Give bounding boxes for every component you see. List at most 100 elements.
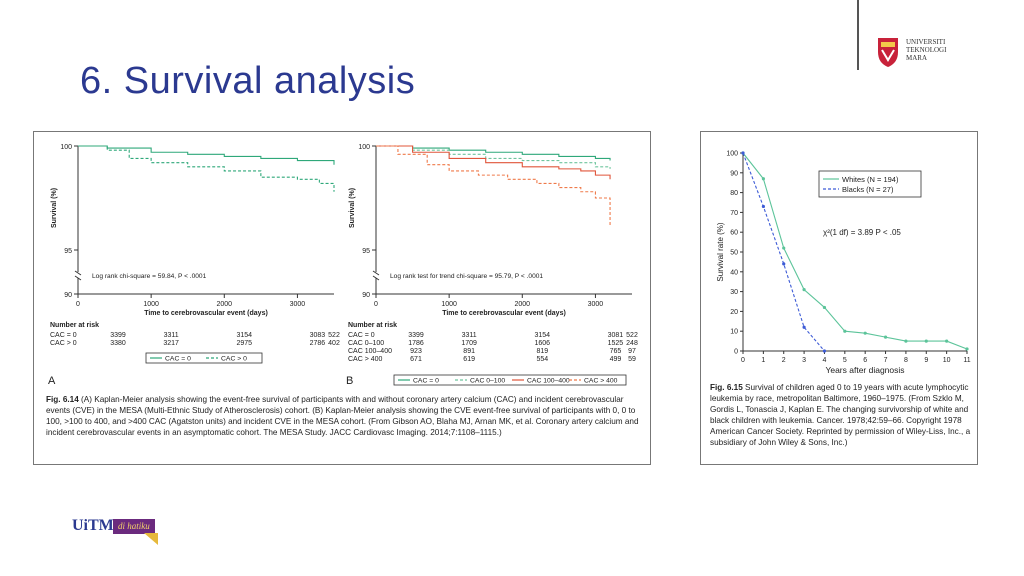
risk-table-title: Number at risk: [348, 322, 397, 329]
x-tick-label: 7: [884, 357, 888, 364]
series-line-1: [78, 145, 335, 165]
data-point: [822, 305, 827, 310]
data-point: [761, 177, 765, 181]
figure-6-14-caption: Fig. 6.14 (A) Kaplan-Meier analysis show…: [46, 395, 639, 437]
risk-cell: 1606: [534, 340, 550, 347]
x-tick-label: 3: [802, 357, 806, 364]
chart-annotation: Log rank test for trend chi-square = 95.…: [390, 273, 543, 280]
risk-cell: 819: [536, 348, 548, 355]
data-point: [904, 339, 908, 343]
data-point: [782, 246, 786, 250]
risk-table-title: Number at risk: [50, 322, 99, 329]
series-line-1: [742, 152, 968, 350]
risk-cell: 522: [626, 332, 638, 339]
risk-cell: 554: [536, 356, 548, 363]
figure-6-14: 90 95 100 0 1000 2000 3000 Time to cerebrovascu…: [33, 131, 651, 465]
x-tick-label: 3000: [290, 301, 306, 308]
y-tick-label: 30: [730, 289, 738, 296]
risk-cell: 59: [628, 356, 636, 363]
x-tick-label: 2000: [216, 301, 232, 308]
y-axis-label: Survival rate (%): [716, 222, 725, 281]
legend-box: [393, 374, 627, 386]
risk-cell: 3399: [408, 332, 424, 339]
y-tick-label: 90: [362, 292, 370, 299]
risk-cell: 923: [410, 348, 422, 355]
data-point: [822, 349, 827, 353]
risk-row-label: CAC > 400: [348, 356, 383, 363]
legend-label: Blacks (N = 27): [842, 185, 894, 194]
x-tick-label: 2000: [514, 301, 530, 308]
x-tick-label: 11: [963, 357, 970, 364]
risk-row-label: CAC = 0: [50, 332, 77, 339]
x-tick-label: 5: [843, 357, 847, 364]
risk-cell: 402: [328, 340, 340, 347]
footer-logo: UiTM di hatiku: [72, 517, 172, 549]
y-axis-label: Survival (%): [51, 188, 58, 228]
legend-label: Whites (N = 194): [842, 175, 899, 184]
risk-cell: 671: [410, 356, 422, 363]
figure-6-15-chart: 0 10 20 30 40 50 60 70 80 90 100 0 1 2 3 4 5 6 7 8 9 10 11 Year…: [716, 151, 971, 376]
chart-annotation: Log rank chi-square = 59.84, P < .0001: [92, 273, 207, 280]
x-tick-label: 9: [924, 357, 928, 364]
risk-cell: 1709: [461, 340, 477, 347]
uitm-crest-icon: [878, 38, 898, 67]
legend-label: CAC = 0: [165, 356, 191, 363]
risk-cell: 891: [463, 348, 475, 355]
risk-cell: 499: [610, 356, 622, 363]
footer-ribbon-tail-icon: [144, 533, 158, 545]
data-point: [761, 204, 765, 209]
data-point: [863, 331, 867, 335]
figure-6-15: 0 10 20 30 40 50 60 70 80 90 100 0 1 2 3 4 5 6 7 8 9 10 11 Year…: [700, 131, 978, 465]
legend-label: CAC 100–400: [527, 378, 570, 385]
risk-cell: 3399: [110, 332, 126, 339]
risk-cell: 3311: [164, 332, 179, 339]
risk-cell: 1525: [608, 340, 624, 347]
data-point: [965, 347, 969, 351]
y-tick-label: 60: [730, 230, 738, 237]
x-axis-label: Time to cerebrovascular event (days): [442, 310, 566, 317]
data-point: [924, 339, 928, 343]
data-point: [883, 335, 888, 339]
data-point: [945, 339, 949, 343]
risk-cell: 3311: [462, 332, 477, 339]
y-tick-label: 40: [730, 269, 738, 276]
risk-cell: 2975: [236, 340, 252, 347]
legend-label: CAC > 0: [221, 356, 247, 363]
x-tick-label: 1000: [441, 301, 457, 308]
data-point: [741, 151, 745, 155]
legend-label: CAC = 0: [413, 378, 439, 385]
x-tick-label: 1000: [143, 301, 159, 308]
risk-cell: 522: [328, 332, 340, 339]
x-axis-label: Time to cerebrovascular event (days): [144, 310, 268, 317]
risk-row-label: CAC 0–100: [348, 340, 384, 347]
data-point: [782, 262, 786, 266]
university-logo: UNIVERSITI TEKNOLOGI MARA: [876, 36, 966, 76]
y-axis-label: Survival (%): [349, 188, 356, 228]
data-point: [843, 329, 847, 333]
risk-cell: 765: [610, 348, 622, 355]
x-tick-label: 0: [741, 357, 745, 364]
y-tick-label: 100: [60, 144, 72, 151]
x-tick-label: 0: [374, 301, 378, 308]
legend-box: [818, 170, 922, 198]
series-line-4: [376, 145, 611, 226]
risk-cell: 3217: [163, 340, 179, 347]
axis-break-icon: [372, 270, 380, 281]
panel-label: A: [48, 375, 56, 387]
slide-title: 6. Survival analysis: [80, 60, 416, 102]
series-line-2: [376, 145, 611, 169]
y-tick-label: 95: [362, 248, 370, 255]
x-tick-label: 2: [782, 357, 786, 364]
x-tick-label: 4: [823, 357, 827, 364]
x-axis-label: Years after diagnosis: [825, 365, 904, 375]
footer-tagline: di hatiku: [113, 519, 155, 534]
series-line-2: [78, 145, 335, 192]
y-tick-label: 90: [730, 170, 738, 177]
panel-label: B: [346, 375, 353, 387]
y-tick-label: 20: [730, 309, 738, 316]
y-tick-label: 100: [358, 144, 370, 151]
risk-cell: 3154: [236, 332, 252, 339]
risk-cell: 3081: [608, 332, 624, 339]
series-line-2: [742, 152, 825, 352]
